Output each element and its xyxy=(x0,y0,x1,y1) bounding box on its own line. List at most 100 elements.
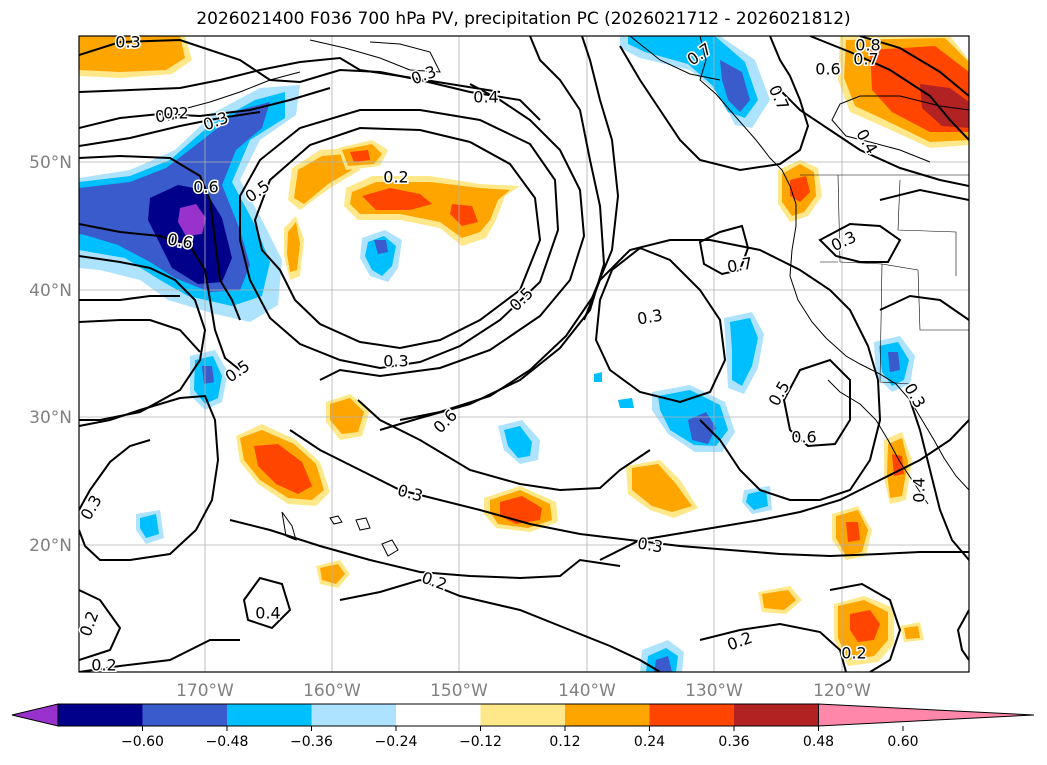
colorbar: −0.60 −0.48 −0.36 −0.24 −0.12 0.12 0.24 0.36 0.4… xyxy=(11,703,1035,750)
colorbar-segment xyxy=(649,704,735,726)
pv-contour-line xyxy=(775,85,969,187)
lon-label: 130°W xyxy=(685,681,743,701)
precip-positive-patch xyxy=(362,188,432,210)
contour-label: 0.7 xyxy=(853,50,878,69)
colorbar-segment xyxy=(396,704,481,726)
colorbar-extend-right xyxy=(818,703,1035,727)
colorbar-tick-label: −0.60 xyxy=(121,734,164,750)
precip-positive-patch xyxy=(790,176,810,202)
pv-contour-line xyxy=(289,429,969,558)
contour-label: 0.4 xyxy=(255,604,280,623)
pv-contour-line xyxy=(879,188,969,201)
latitude-axis: 50°N 40°N 30°N 20°N xyxy=(29,153,72,556)
pv-contour-line xyxy=(818,222,902,263)
map-frame xyxy=(78,35,970,673)
contour-label: 0.2 xyxy=(163,104,188,123)
pv-contour-line xyxy=(594,246,727,404)
pv-contour-line xyxy=(599,419,969,561)
pv-contour-line xyxy=(879,294,969,321)
precip-positive-patch xyxy=(254,444,312,494)
precip-positive-patch xyxy=(350,150,370,162)
colorbar-extend-left xyxy=(11,703,59,727)
pv-contour-line xyxy=(782,358,851,448)
colorbar-tick-label: 0.36 xyxy=(718,734,749,750)
pv-contour-line xyxy=(379,36,606,431)
precip-positive-patch xyxy=(320,564,345,584)
colorbar-tick-label: −0.12 xyxy=(459,734,502,750)
contour-label: 0.6 xyxy=(193,178,218,197)
pv-contour-line xyxy=(253,126,542,350)
precip-positive-patch xyxy=(632,464,692,512)
colorbar-tick-label: −0.48 xyxy=(206,734,249,750)
contour-label: 0.2 xyxy=(841,644,866,663)
colorbar-tick-label: −0.36 xyxy=(290,734,333,750)
lat-label: 50°N xyxy=(29,153,72,173)
pv-contour-line xyxy=(319,83,586,381)
precip-negative-patch xyxy=(374,240,388,254)
lat-label: 20°N xyxy=(29,536,72,556)
precip-negative-patch xyxy=(178,204,206,236)
pv-contour-line xyxy=(399,36,620,421)
colorbar-frame xyxy=(57,703,819,727)
precip-negative-patch xyxy=(202,366,214,384)
colorbar-segment xyxy=(734,704,819,726)
pv-contour-line xyxy=(242,576,292,630)
contour-label: 0.4 xyxy=(910,477,929,502)
contour-label: 0.3 xyxy=(383,352,408,371)
lon-label: 160°W xyxy=(303,681,361,701)
pv-contour-line xyxy=(859,36,969,97)
precip-negative-patch xyxy=(654,656,672,672)
pv-contour-line xyxy=(583,239,882,501)
contour-label: 0.8 xyxy=(855,36,880,55)
precip-positive-patch xyxy=(294,154,352,204)
precip-negative-patch xyxy=(746,490,768,510)
pv-contour-line xyxy=(79,56,501,93)
pv-contour-line xyxy=(79,589,122,661)
pv-contour-line xyxy=(79,223,241,371)
colorbar-segment xyxy=(480,704,566,726)
precip-negative-patch xyxy=(365,236,396,276)
contour-label: 0.2 xyxy=(91,656,116,675)
precip-positive-patch xyxy=(450,204,478,226)
pv-contour-line xyxy=(357,399,651,492)
pv-contour-line xyxy=(79,38,541,121)
colorbar-tick-label: 0.60 xyxy=(887,734,918,750)
pv-contour-line xyxy=(79,87,331,129)
colorbar-segment xyxy=(227,704,312,726)
precip-positive-patch xyxy=(287,222,300,272)
precip-negative-patch xyxy=(140,514,159,538)
lon-label: 140°W xyxy=(558,681,616,701)
pv-contours xyxy=(79,36,969,672)
precip-negative-patch xyxy=(730,318,758,386)
pv-contour-line xyxy=(229,519,621,580)
precip-positive-patch xyxy=(904,626,920,639)
pv-contour-line xyxy=(956,609,969,661)
precip-positive-patch xyxy=(79,36,185,72)
pv-contour-line xyxy=(79,439,151,511)
precip-negative-patch xyxy=(504,426,532,458)
contour-label: 0.2 xyxy=(154,103,182,126)
political-borders xyxy=(800,174,969,385)
precip-fill-layer xyxy=(79,36,969,672)
pv-contour-line xyxy=(79,111,261,147)
gridlines xyxy=(79,36,969,672)
colorbar-segment xyxy=(142,704,228,726)
contour-label: 0.6 xyxy=(791,428,816,447)
contour-label: 0.3 xyxy=(115,33,140,52)
precip-negative-patch xyxy=(618,398,634,408)
precip-positive-patch xyxy=(846,522,860,542)
precip-negative-patch xyxy=(720,60,750,112)
precip-negative-patch xyxy=(628,36,758,118)
pv-contour-line xyxy=(909,399,969,561)
pv-contour-line xyxy=(339,578,661,672)
precip-positive-patch xyxy=(762,590,796,610)
precip-negative-patch xyxy=(688,412,716,444)
lon-label: 120°W xyxy=(813,681,871,701)
pv-contour-line xyxy=(619,36,810,172)
colorbar-segment xyxy=(58,704,143,726)
colorbar-tick-label: 0.24 xyxy=(634,734,665,750)
lon-label: 150°W xyxy=(430,681,488,701)
precip-positive-patch xyxy=(500,496,542,524)
islands xyxy=(281,511,399,557)
